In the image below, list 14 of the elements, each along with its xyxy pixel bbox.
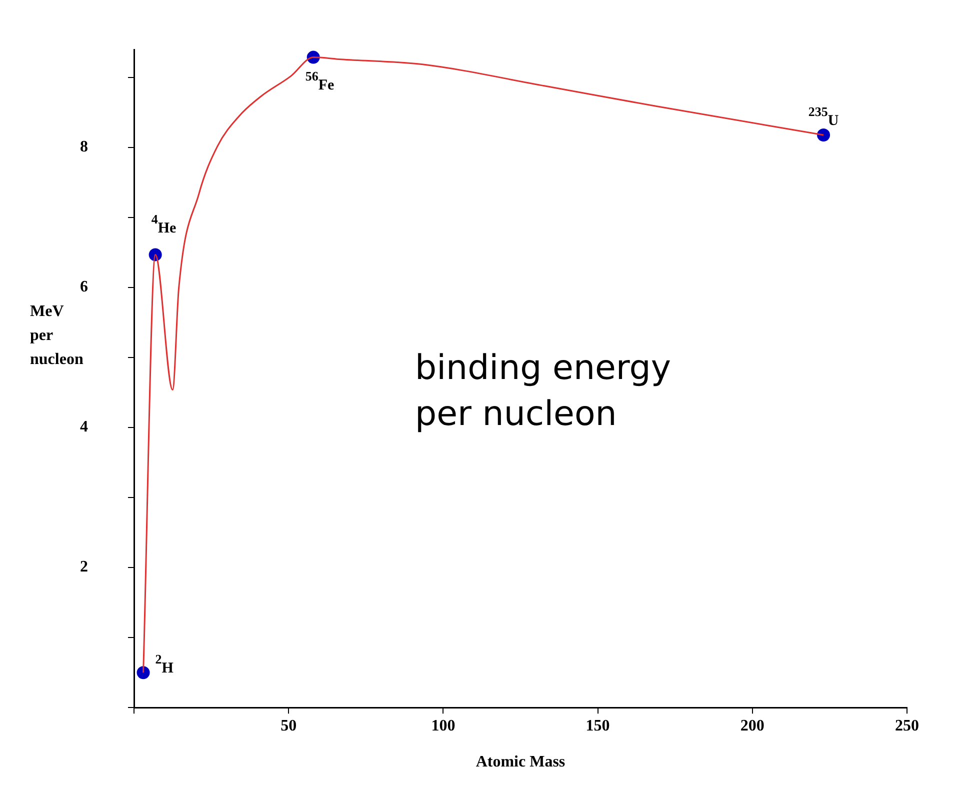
x-tick-label: 50 <box>280 717 297 734</box>
x-tick-label: 250 <box>895 717 919 734</box>
point <box>136 666 150 680</box>
y-tick-label: 4 <box>80 418 88 436</box>
y-tick-label: 2 <box>80 558 88 576</box>
point <box>817 128 830 142</box>
x-tick-label: 150 <box>586 717 610 734</box>
x-tick-label: 100 <box>431 717 456 734</box>
y-axis-title: MeV per nucleon <box>30 302 84 370</box>
y-tick-label: 8 <box>80 138 88 156</box>
y-tick-label: 6 <box>80 278 88 296</box>
annotation: binding energy per nucleon <box>415 347 672 436</box>
x-tick-label: 200 <box>740 717 764 734</box>
x-axis-title: Atomic Mass <box>476 754 566 771</box>
